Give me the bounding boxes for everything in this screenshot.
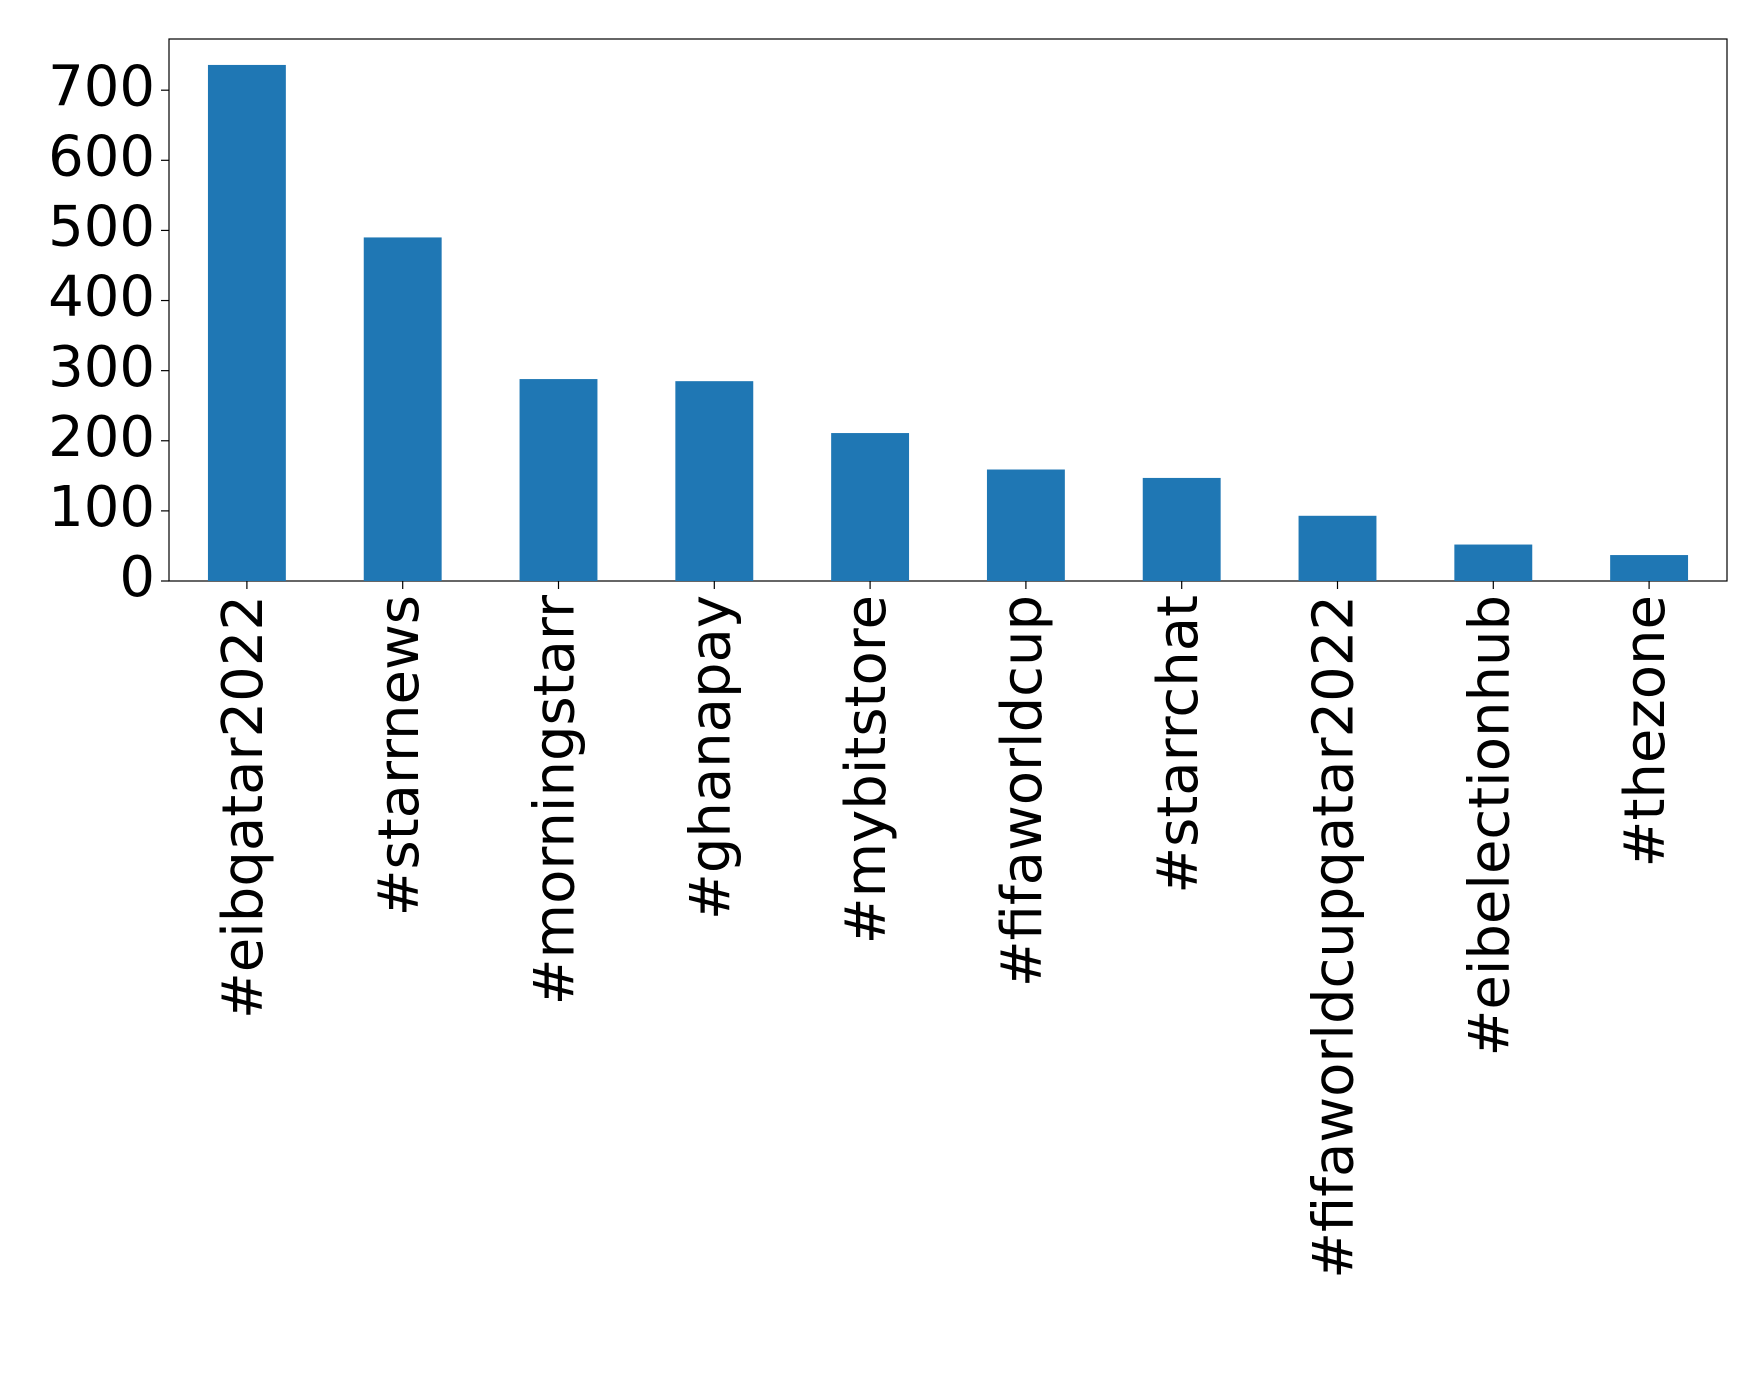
bar (1298, 515, 1377, 581)
x-tick-label: #morningstarr (523, 594, 588, 1005)
x-tick-label: #mybitstore (834, 595, 899, 944)
x-tick-label: #eibelectionhub (1457, 595, 1522, 1057)
y-tick-label: 500 (48, 195, 155, 260)
y-tick-label: 700 (48, 54, 155, 119)
y-tick-label: 100 (48, 475, 155, 540)
x-tick-label: #ghanapay (678, 595, 743, 920)
bar (1454, 544, 1533, 581)
bar (831, 433, 910, 581)
x-tick-label: #fifaworldcup (990, 595, 1055, 987)
x-tick-label: #starrchat (1146, 595, 1211, 894)
x-tick-label: #eibqatar2022 (211, 595, 276, 1019)
x-tick-label: #thezone (1613, 595, 1678, 867)
bar (986, 469, 1065, 581)
bar (519, 379, 598, 581)
y-tick-label: 300 (48, 335, 155, 400)
x-tick-label: #fifaworldcupqatar2022 (1302, 595, 1367, 1279)
bar (363, 237, 442, 581)
y-tick-label: 0 (119, 545, 155, 610)
bar (1142, 477, 1221, 581)
y-tick-label: 200 (48, 405, 155, 470)
y-tick-label: 400 (48, 265, 155, 330)
y-tick-label: 600 (48, 124, 155, 189)
bar (207, 64, 286, 582)
bar (675, 381, 754, 581)
x-tick-label: #starrnews (367, 595, 432, 916)
bar (1610, 555, 1689, 581)
plot-frame (168, 38, 1728, 582)
